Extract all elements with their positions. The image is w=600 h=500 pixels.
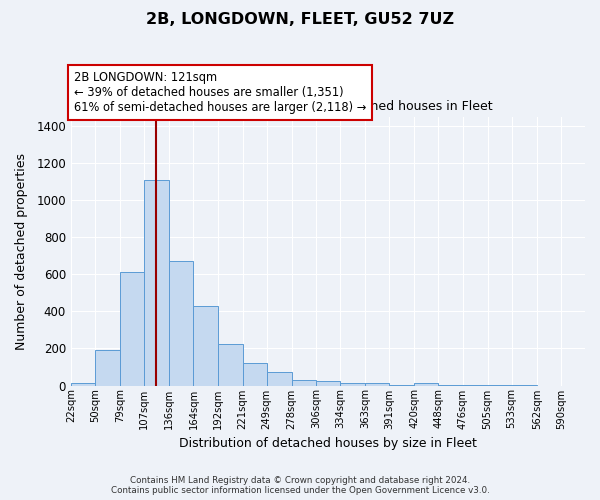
Bar [169, 262, 193, 386]
Text: Contains HM Land Registry data © Crown copyright and database right 2024.
Contai: Contains HM Land Registry data © Crown c… [110, 476, 490, 495]
Bar [292, 380, 316, 386]
Bar [71, 382, 95, 386]
Bar [389, 384, 414, 386]
Title: Size of property relative to detached houses in Fleet: Size of property relative to detached ho… [164, 100, 492, 113]
Text: 2B LONGDOWN: 121sqm
← 39% of detached houses are smaller (1,351)
61% of semi-det: 2B LONGDOWN: 121sqm ← 39% of detached ho… [74, 71, 366, 114]
Bar [218, 344, 242, 386]
Bar [95, 350, 120, 386]
Bar [365, 384, 389, 386]
Bar [316, 381, 340, 386]
Text: 2B, LONGDOWN, FLEET, GU52 7UZ: 2B, LONGDOWN, FLEET, GU52 7UZ [146, 12, 454, 28]
Bar [267, 372, 292, 386]
Bar [144, 180, 169, 386]
Bar [120, 272, 144, 386]
Bar [340, 382, 365, 386]
Bar [193, 306, 218, 386]
X-axis label: Distribution of detached houses by size in Fleet: Distribution of detached houses by size … [179, 437, 477, 450]
Bar [414, 384, 439, 386]
Bar [463, 385, 488, 386]
Y-axis label: Number of detached properties: Number of detached properties [15, 152, 28, 350]
Bar [439, 384, 463, 386]
Bar [242, 364, 267, 386]
